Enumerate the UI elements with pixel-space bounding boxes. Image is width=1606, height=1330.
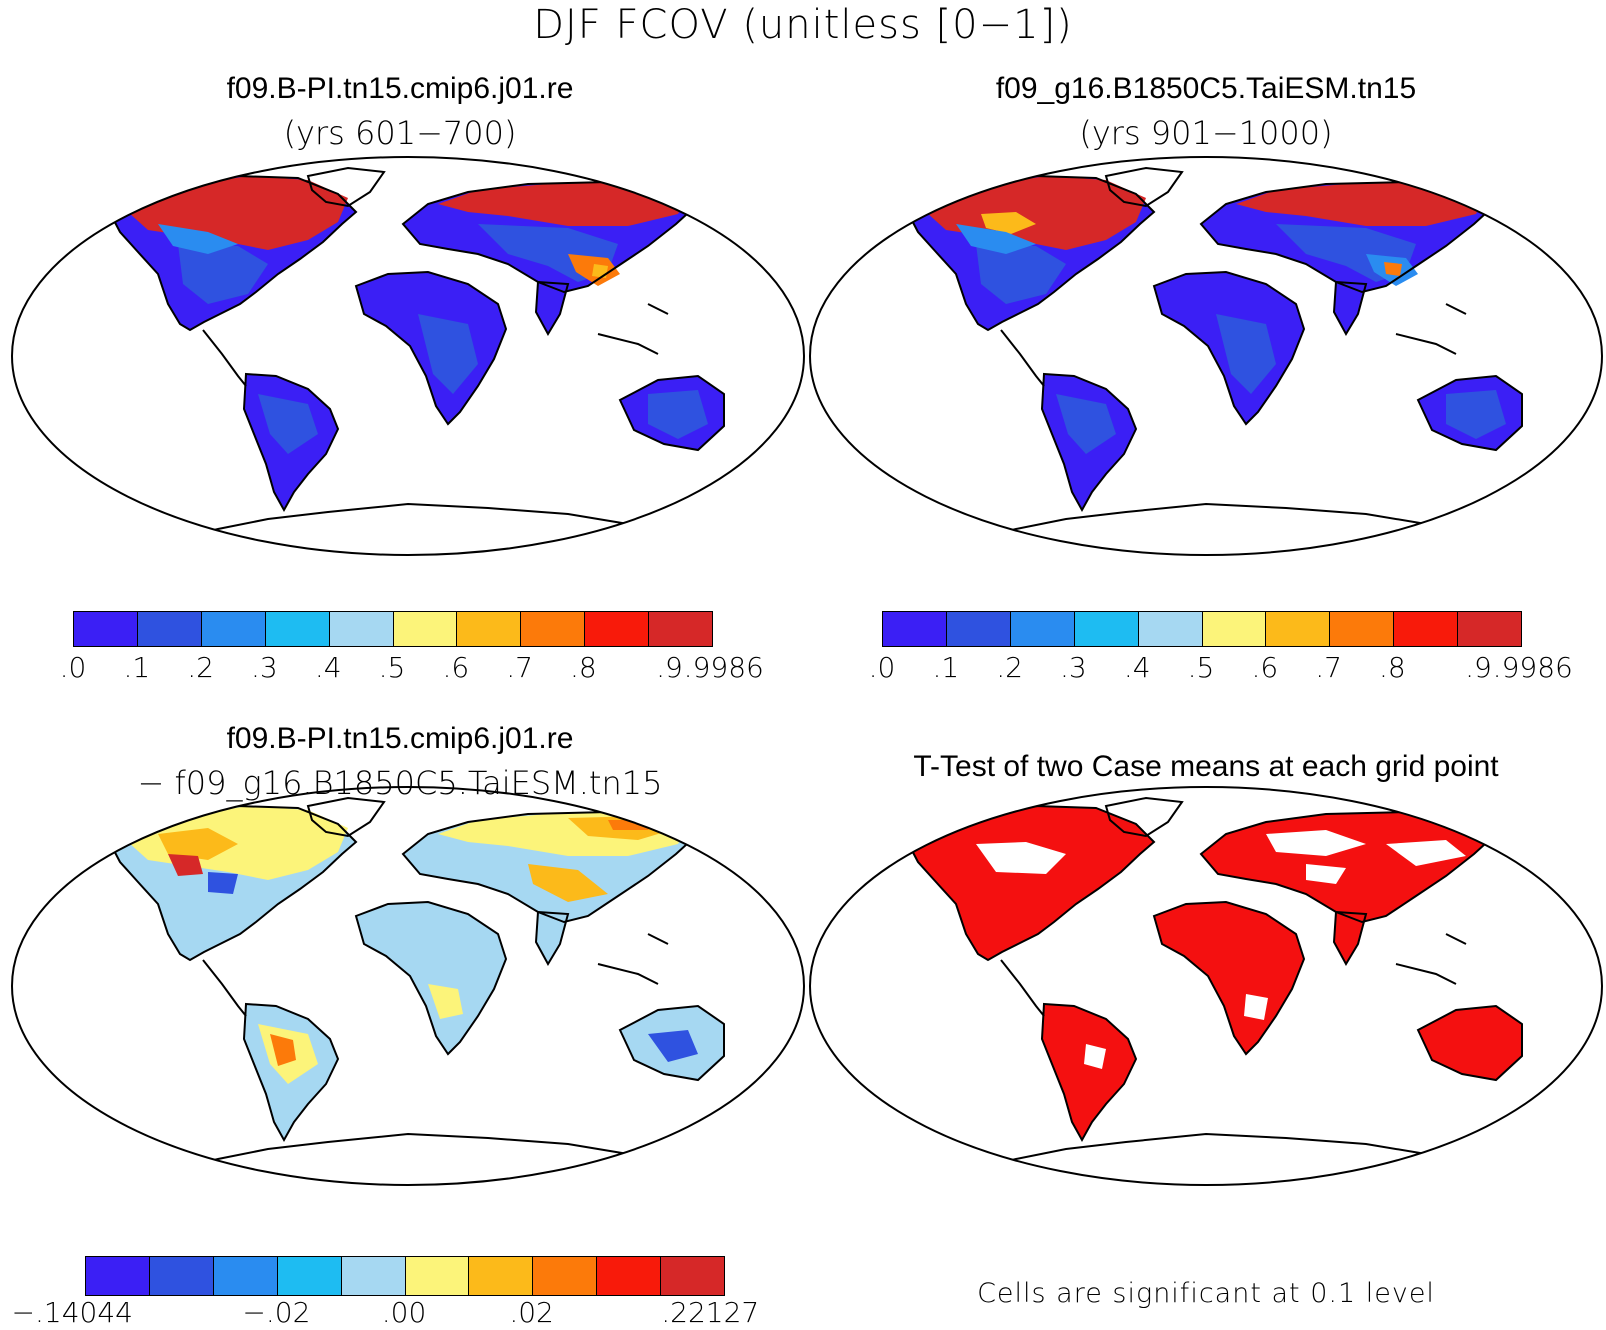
colorbar-swatch	[469, 1257, 534, 1295]
colorbar-tick-label: .1	[932, 651, 960, 684]
colorbar-tick-label: .2	[996, 651, 1023, 684]
panel1-title: f09.B-PI.tn15.cmip6.j01.re	[226, 72, 574, 105]
colorbar-tick-label: .4	[1123, 651, 1151, 684]
colorbar-tick-label: .9	[1465, 651, 1492, 684]
colorbar-swatch	[1074, 612, 1139, 646]
colorbar-swatch	[341, 1257, 406, 1295]
colorbar-tick-label: .0	[59, 651, 87, 684]
colorbar-tick-label: .5	[1187, 651, 1215, 684]
colorbar-swatch	[149, 1257, 214, 1295]
colorbar-swatch	[329, 612, 394, 646]
colorbar-panel2-labels: .0 .1 .2 .3 .4 .5 .6 .7 .8 .9.9986	[869, 651, 1573, 685]
colorbar-tick-label: .5	[378, 651, 406, 684]
colorbar-swatch	[585, 612, 650, 646]
panel4-title: T-Test of two Case means at each grid po…	[913, 750, 1499, 783]
colorbar-panel3	[85, 1256, 725, 1296]
colorbar-swatch	[265, 612, 330, 646]
colorbar-tick-label: .9	[656, 651, 683, 684]
panel2-title: f09_g16.B1850C5.TaiESM.tn15	[995, 72, 1417, 105]
colorbar-tick-label: .22127	[661, 1296, 760, 1329]
colorbar-panel1	[73, 611, 713, 647]
panel2-subtitle: (yrs 901−1000)	[1079, 114, 1333, 152]
colorbar-swatch	[457, 612, 522, 646]
colorbar-swatch	[277, 1257, 342, 1295]
colorbar-tick-label: .7	[1315, 651, 1342, 684]
map-panel1	[11, 156, 805, 556]
colorbar-swatch	[521, 612, 586, 646]
colorbar-panel3-labels: −.14044 −.02 .00 .02 .22127	[12, 1296, 760, 1330]
significance-note: Cells are significant at 0.1 level	[977, 1278, 1435, 1309]
colorbar-swatch	[649, 612, 713, 646]
colorbar-swatch	[1138, 612, 1203, 646]
colorbar-tick-label: .9986	[1492, 651, 1573, 684]
colorbar-tick-label: −.02	[242, 1296, 311, 1329]
map-panel2	[809, 156, 1603, 556]
colorbar-swatch	[1010, 612, 1075, 646]
colorbar-swatch	[661, 1257, 725, 1295]
colorbar-tick-label: .6	[442, 651, 470, 684]
colorbar-swatch	[405, 1257, 470, 1295]
map-panel3-difference	[11, 786, 805, 1186]
colorbar-swatch	[137, 612, 202, 646]
colorbar-tick-label: .3	[1060, 651, 1087, 684]
colorbar-tick-label: .00	[381, 1296, 427, 1329]
colorbar-tick-label: .1	[123, 651, 151, 684]
colorbar-tick-label: .8	[1379, 651, 1406, 684]
colorbar-tick-label: .8	[570, 651, 597, 684]
colorbar-tick-label: −.14044	[11, 1296, 133, 1329]
main-title: DJF FCOV (unitless [0−1])	[533, 2, 1073, 48]
colorbar-swatch	[213, 1257, 278, 1295]
colorbar-tick-label: .3	[251, 651, 278, 684]
map-panel4-ttest	[809, 786, 1603, 1186]
panel1-subtitle: (yrs 601−700)	[283, 114, 517, 152]
colorbar-swatch	[1458, 612, 1522, 646]
colorbar-swatch	[393, 612, 458, 646]
panel3-title: f09.B-PI.tn15.cmip6.j01.re	[226, 722, 574, 755]
colorbar-tick-label: .6	[1251, 651, 1279, 684]
colorbar-swatch	[1330, 612, 1395, 646]
colorbar-swatch	[883, 612, 947, 646]
colorbar-tick-label: .0	[868, 651, 896, 684]
colorbar-swatch	[74, 612, 138, 646]
colorbar-swatch	[201, 612, 266, 646]
colorbar-swatch	[946, 612, 1011, 646]
colorbar-swatch	[86, 1257, 150, 1295]
colorbar-swatch	[1394, 612, 1459, 646]
colorbar-tick-label: .9986	[683, 651, 764, 684]
colorbar-tick-label: .02	[509, 1296, 554, 1329]
colorbar-tick-label: .2	[187, 651, 214, 684]
colorbar-swatch	[1202, 612, 1267, 646]
colorbar-swatch	[533, 1257, 598, 1295]
colorbar-swatch	[1266, 612, 1331, 646]
colorbar-swatch	[597, 1257, 662, 1295]
colorbar-panel2	[882, 611, 1522, 647]
colorbar-tick-label: .7	[506, 651, 533, 684]
colorbar-panel1-labels: .0 .1 .2 .3 .4 .5 .6 .7 .8 .9.9986	[60, 651, 764, 685]
panel3-subtitle: − f09_g16.B1850C5.TaiESM.tn15	[137, 764, 663, 802]
colorbar-tick-label: .4	[314, 651, 342, 684]
